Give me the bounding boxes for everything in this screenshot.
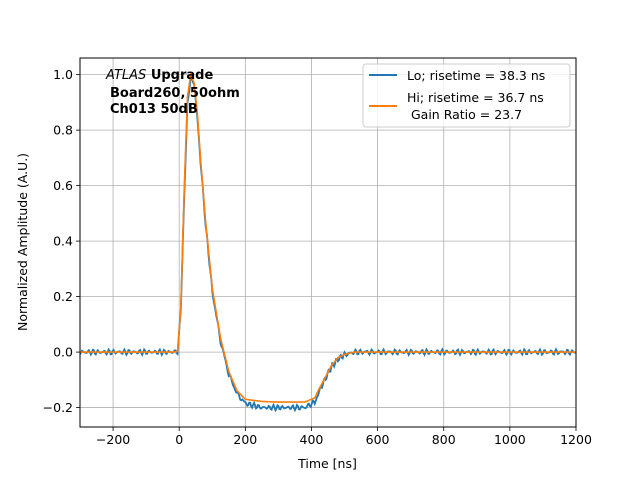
atlas-annotation: ATLAS Upgrade Board260, 50ohm Ch013 50dB — [105, 68, 240, 117]
y-tick-label: 0.8 — [53, 123, 73, 138]
y-tick-label: 1.0 — [53, 67, 73, 82]
y-tick-label: 0.2 — [53, 289, 73, 304]
y-tick-label: 0.4 — [53, 234, 73, 249]
y-tick-label: 0.6 — [53, 178, 73, 193]
y-tick-label: 0.0 — [53, 345, 73, 360]
x-tick-label: 400 — [300, 432, 324, 447]
plot-lines — [80, 71, 576, 413]
annotation-line2: Board260, 50ohm — [110, 86, 240, 101]
legend-label-hi: Hi; risetime = 36.7 ns — [407, 90, 544, 105]
annotation-line3: Ch013 50dB — [110, 102, 198, 117]
y-axis-label: Normalized Amplitude (A.U.) — [15, 153, 30, 331]
legend-label-lo: Lo; risetime = 38.3 ns — [407, 68, 545, 83]
legend-box — [362, 63, 571, 128]
x-axis-label: Time [ns] — [297, 456, 357, 471]
annotation-atlas: ATLAS — [105, 68, 146, 83]
x-tick-label: 1000 — [494, 432, 526, 447]
x-tick-label: −200 — [96, 432, 130, 447]
x-tick-label: 1200 — [560, 432, 592, 447]
y-axis-ticks: −0.2 0.0 0.2 0.4 0.6 0.8 1.0 — [43, 67, 80, 415]
x-axis-ticks: −200 0 200 400 600 800 1000 1200 — [96, 427, 592, 447]
x-tick-label: 0 — [175, 432, 183, 447]
legend: Lo; risetime = 38.3 ns Hi; risetime = 36… — [362, 63, 571, 128]
y-tick-label: −0.2 — [43, 400, 73, 415]
legend-label-hi-gain: Gain Ratio = 23.7 — [407, 107, 522, 122]
plot-frame — [79, 57, 577, 428]
annotation-upgrade: Upgrade — [151, 68, 214, 83]
series-hi-line — [80, 71, 576, 403]
x-tick-label: 600 — [366, 432, 390, 447]
x-tick-label: 800 — [432, 432, 456, 447]
annotation-line1: ATLAS Upgrade — [105, 68, 213, 83]
x-tick-label: 200 — [233, 432, 257, 447]
